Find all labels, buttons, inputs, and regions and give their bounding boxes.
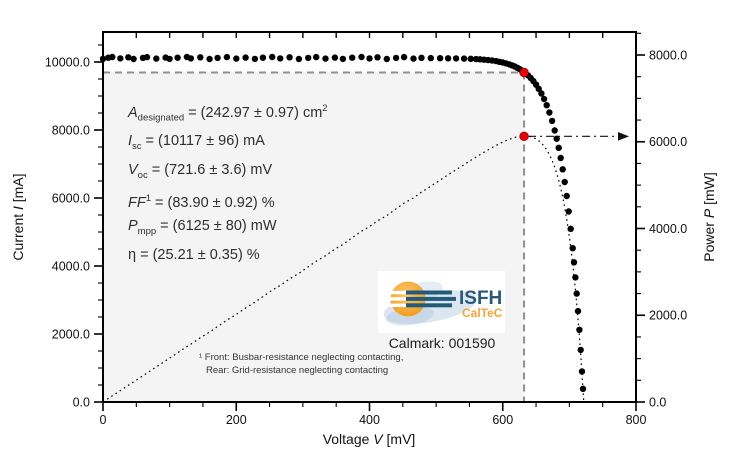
- tick-label: 0.0: [649, 395, 666, 409]
- result-line: Isc = (10117 ± 96) mA: [128, 133, 265, 153]
- result-line: FF1 = (83.90 ± 0.92) %: [128, 193, 275, 211]
- y-axis-left-title: Current I [mA]: [10, 173, 26, 260]
- result-line: Pmpp = (6125 ± 80) mW: [128, 218, 277, 238]
- mpp-rectangle: [103, 72, 525, 403]
- calmark-label: Calmark: 001590: [388, 335, 496, 351]
- footnote: ¹ Front: Busbar-resistance neglecting co…: [199, 351, 403, 377]
- footnote-line-2: Rear: Grid-resistance neglecting contact…: [206, 365, 389, 376]
- result-line: Adesignated = (242.97 ± 0.97) cm2: [128, 103, 328, 124]
- logo-org-text: ISFH: [459, 288, 502, 309]
- tick-label: 10000.0: [45, 55, 90, 69]
- x-axis-title: Voltage V [mV]: [323, 431, 416, 447]
- y-axis-right-title: Power P [mW]: [701, 172, 717, 261]
- logo-unit-text: CalTeC: [462, 306, 503, 320]
- tick-label: 400: [359, 413, 380, 427]
- tick-label: 6000.0: [52, 191, 90, 205]
- tick-label: 4000.0: [649, 222, 687, 236]
- tick-label: 0.0: [73, 395, 90, 409]
- mpp-shaded-region: [103, 72, 525, 403]
- logo-bars-icon: [406, 290, 456, 308]
- footnote-line-1: ¹ Front: Busbar-resistance neglecting co…: [199, 352, 404, 363]
- results-annotation: Adesignated = (242.97 ± 0.97) cm2 Isc = (…: [128, 97, 328, 267]
- tick-label: 8000.0: [52, 123, 90, 137]
- mpp-point-power: [519, 131, 529, 142]
- mpp-guide-lines: [103, 71, 526, 402]
- tick-label: 200: [226, 413, 247, 427]
- tick-label: 2000.0: [52, 327, 90, 341]
- mpp-markers: [519, 67, 529, 142]
- plot-frame: [102, 31, 637, 403]
- tick-label: 600: [492, 413, 513, 427]
- axes-and-ticks: 0 200 400 600 8000.02000.04000.06000.08000.0…: [45, 31, 687, 427]
- iv-curve: [99, 53, 587, 392]
- arrowhead-icon: [618, 132, 629, 141]
- result-line: Voc = (721.6 ± 3.6) mV: [128, 161, 273, 181]
- tick-label: 800: [626, 413, 647, 427]
- tick-label: 2000.0: [649, 309, 687, 323]
- tick-label: 0: [100, 413, 107, 427]
- result-line: η = (25.21 ± 0.35) %: [128, 246, 260, 263]
- pmpp-arrow: [528, 132, 629, 141]
- mpp-point-iv: [519, 67, 529, 78]
- isfh-caltec-logo: ISFH CalTeC: [378, 271, 505, 333]
- tick-label: 6000.0: [649, 135, 687, 149]
- tick-label: 4000.0: [52, 259, 90, 273]
- tick-label: 8000.0: [649, 48, 687, 62]
- power-curve: [102, 135, 585, 403]
